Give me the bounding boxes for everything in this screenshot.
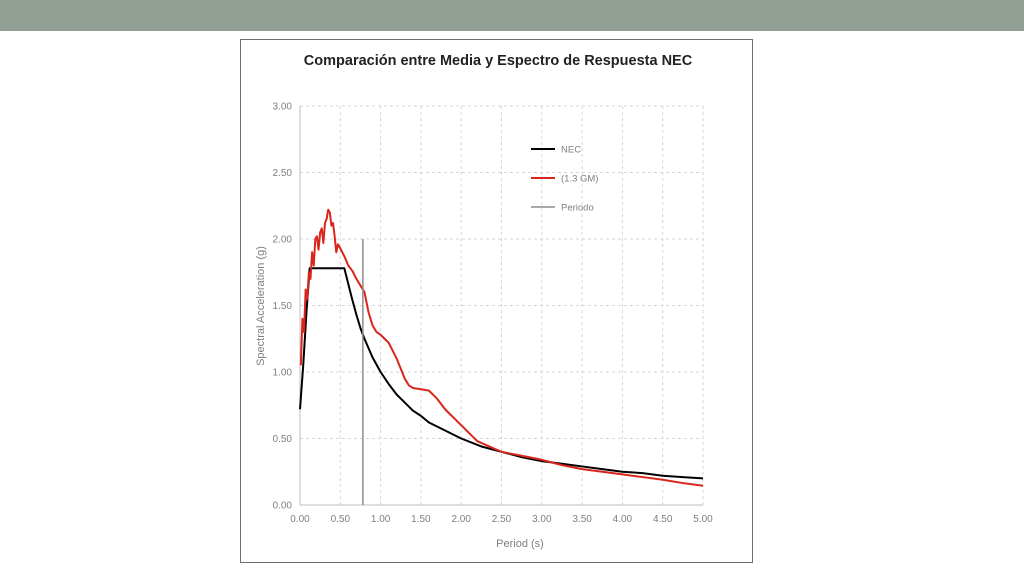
chart-frame: Comparación entre Media y Espectro de Re… [240,39,753,563]
grid-layer [299,105,704,506]
y-tick-label: 0.50 [273,434,293,445]
legend-label: (1.3 GM) [561,174,598,185]
slide-header-band [0,0,1024,31]
legend-item-1-3-gm: (1.3 GM) [531,174,598,185]
legend-item-periodo: Periodo [531,203,594,214]
legend: NEC (1.3 GM) Periodo [531,145,598,214]
x-axis-title: Period (s) [496,538,544,550]
series-nec-line [299,267,704,480]
x-tick-label: 3.50 [572,514,592,525]
x-tick-label: 5.00 [693,514,713,525]
y-tick-label: 2.00 [273,235,293,246]
x-tick-label: 2.50 [492,514,512,525]
x-tick-label: 3.00 [532,514,552,525]
legend-item-nec: NEC [531,145,581,156]
chart-svg: Comparación entre Media y Espectro de Re… [255,53,713,550]
y-tick-label: 3.00 [273,102,293,113]
x-tick-label: 0.00 [290,514,310,525]
y-tick-label: 0.00 [273,501,293,512]
series-1-3-gm-line [299,208,704,487]
x-tick-label: 1.00 [371,514,391,525]
y-tick-label: 2.50 [273,168,293,179]
x-tick-label: 2.00 [451,514,471,525]
x-tick-labels: 0.00 0.50 1.00 1.50 2.00 2.50 3.00 3.50 4.00 4.50… [290,514,713,525]
x-tick-label: 4.00 [613,514,633,525]
x-tick-label: 4.50 [653,514,673,525]
y-tick-label: 1.00 [273,368,293,379]
y-tick-labels: 0.00 0.50 1.00 1.50 2.00 2.50 3.00 [273,102,293,512]
y-axis-title: Spectral Acceleration (g) [255,246,267,366]
chart-title: Comparación entre Media y Espectro de Re… [304,53,693,69]
x-tick-label: 1.50 [411,514,431,525]
y-tick-label: 1.50 [273,301,293,312]
series-layer [299,208,704,505]
legend-label: Periodo [561,203,594,214]
x-tick-label: 0.50 [331,514,351,525]
legend-label: NEC [561,145,581,156]
